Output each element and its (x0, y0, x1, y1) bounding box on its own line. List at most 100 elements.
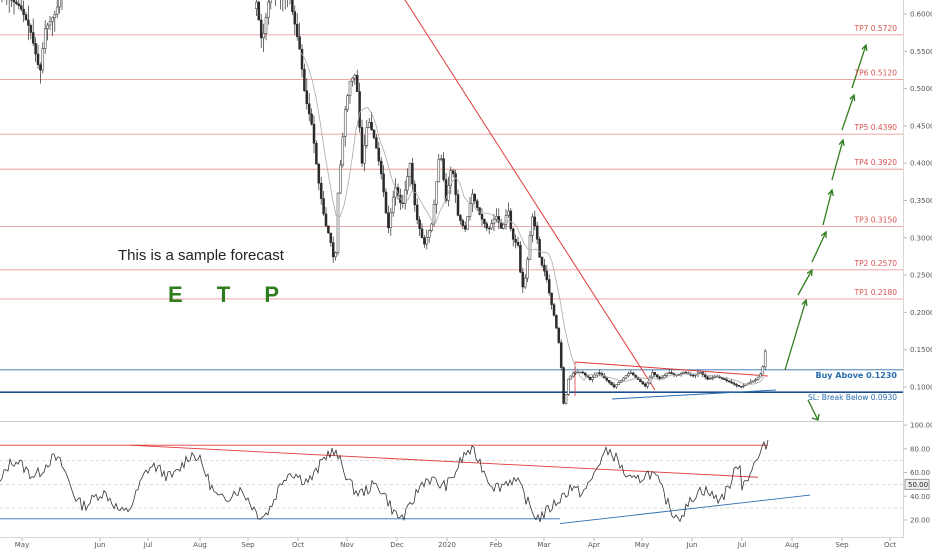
candle-body (343, 109, 347, 138)
candle-body (329, 232, 333, 243)
time-tick-label: Sep (241, 541, 255, 549)
candle-body (653, 372, 657, 375)
candle-body (735, 383, 738, 386)
candle-body (612, 384, 616, 388)
candle-body (703, 374, 707, 378)
candle-body (646, 382, 649, 387)
candle-body (708, 378, 712, 380)
candle-body (751, 380, 755, 383)
target-arrow (831, 139, 844, 181)
candle-body (295, 23, 299, 37)
candle-body (507, 210, 510, 216)
candle-body (435, 181, 438, 205)
candle-body (691, 375, 695, 377)
candle-body (444, 179, 448, 201)
candle-body (528, 235, 532, 260)
candle-body (711, 377, 714, 379)
candle-body (545, 270, 549, 280)
candle-body (411, 162, 414, 185)
rsi-current-badge (904, 478, 930, 490)
candle-body (519, 245, 522, 273)
candle-body (682, 372, 685, 374)
candle-body (730, 381, 733, 384)
candle-body (497, 216, 501, 223)
candle-body (593, 374, 597, 378)
candle-body (581, 371, 585, 374)
moving-average (299, 51, 765, 385)
candle-body (514, 239, 517, 243)
moving-average-line (299, 51, 765, 385)
candle-body (327, 225, 330, 234)
candle-body (384, 191, 388, 214)
candle-body (408, 162, 412, 177)
candle-body (46, 24, 49, 29)
candle-body (617, 382, 621, 386)
candle-body (420, 228, 424, 239)
stop-loss-label: SL: Break Below 0.0930 (808, 393, 897, 402)
candle-body (562, 367, 565, 404)
candle-body (667, 372, 671, 374)
rsi-axis[interactable]: 100.00 80.00 60.00 40.00 20.00 50.00 (903, 422, 932, 525)
candle-body (43, 28, 47, 49)
candle-body (298, 36, 301, 50)
target-level-label: TP7 0.5720 (853, 24, 897, 33)
candle-body (643, 383, 647, 387)
target-arrow-head (820, 230, 827, 239)
target-level-label: TP1 0.2180 (853, 288, 897, 297)
target-arrow (811, 231, 827, 263)
candle-body (706, 376, 709, 380)
rsi-tick-label: 60.00 (910, 469, 930, 477)
time-axis[interactable]: May Jun Jul Aug Sep Oct Nov Dec 2020 Feb Mar Apr May… (15, 538, 897, 549)
candle-body (559, 342, 563, 368)
candle-body (341, 136, 345, 166)
candle-body (312, 123, 316, 144)
candle-body (351, 77, 354, 82)
candle-body (264, 17, 268, 34)
time-tick-label: Feb (490, 541, 503, 549)
target-level-label: TP4 0.3920 (853, 158, 897, 167)
candle-body (624, 375, 628, 379)
candle-body (543, 264, 546, 272)
candle-body (322, 198, 325, 215)
candle-body (269, 0, 273, 3)
candle-body (475, 200, 479, 208)
target-arrows (784, 43, 868, 421)
candle-body (591, 377, 594, 380)
target-arrow (797, 269, 813, 296)
candle-body (473, 193, 477, 202)
stop-arrow (807, 399, 819, 421)
candle-body (293, 11, 297, 25)
rsi-tick-label: 40.00 (910, 493, 930, 501)
candle-body (478, 207, 481, 215)
target-arrow-head (861, 43, 868, 52)
candle-body (583, 372, 587, 376)
target-arrow (822, 189, 833, 226)
candle-body (403, 189, 407, 204)
level-labels: TP7 0.5720 TP6 0.5120 TP5 0.4390 TP4 0.3920… (808, 24, 897, 402)
candle-body (382, 173, 385, 193)
candle-body (370, 122, 373, 131)
candle-body (615, 384, 618, 388)
target-arrow-head (827, 188, 834, 197)
candle-body (34, 42, 37, 55)
candle-body (324, 213, 328, 227)
candle-body (267, 1, 270, 18)
candle-body (523, 277, 527, 288)
candle-body (684, 372, 688, 374)
candle-body (737, 385, 741, 387)
candle-body (19, 5, 23, 10)
candle-body (634, 374, 637, 378)
target-arrow-head (838, 138, 845, 147)
candle-body (355, 74, 359, 92)
time-tick-label: Jul (143, 541, 153, 549)
candle-body (456, 194, 460, 216)
candle-body (353, 74, 357, 79)
candle-body (31, 32, 35, 44)
candle-body (24, 14, 28, 21)
